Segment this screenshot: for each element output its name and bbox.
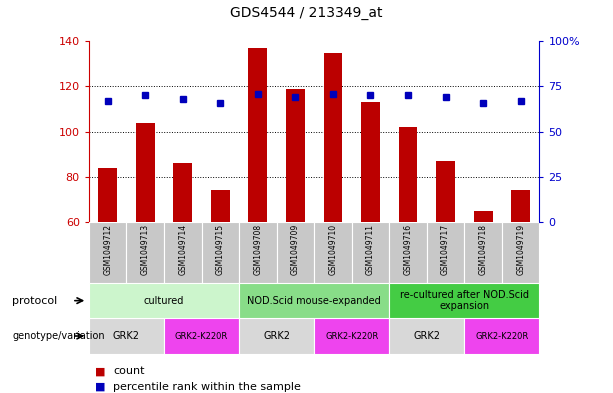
- Bar: [389, 318, 465, 354]
- Bar: [465, 222, 502, 283]
- Text: GSM1049718: GSM1049718: [479, 224, 487, 275]
- Bar: [164, 318, 239, 354]
- Bar: [286, 89, 305, 222]
- Text: GSM1049719: GSM1049719: [516, 224, 525, 275]
- Bar: [502, 222, 539, 283]
- Text: GRK2-K220R: GRK2-K220R: [175, 332, 228, 340]
- Bar: [164, 222, 202, 283]
- Text: GSM1049709: GSM1049709: [291, 224, 300, 275]
- Text: cultured: cultured: [144, 296, 184, 306]
- Text: count: count: [113, 366, 145, 376]
- Text: GRK2-K220R: GRK2-K220R: [325, 332, 378, 340]
- Bar: [239, 318, 314, 354]
- Bar: [173, 163, 192, 222]
- Bar: [398, 127, 417, 222]
- Text: GDS4544 / 213349_at: GDS4544 / 213349_at: [230, 6, 383, 20]
- Bar: [361, 102, 380, 222]
- Text: percentile rank within the sample: percentile rank within the sample: [113, 382, 301, 392]
- Text: GRK2-K220R: GRK2-K220R: [475, 332, 528, 340]
- Text: GSM1049717: GSM1049717: [441, 224, 450, 275]
- Bar: [89, 222, 126, 283]
- Bar: [427, 222, 465, 283]
- Text: GSM1049712: GSM1049712: [103, 224, 112, 275]
- Text: GSM1049715: GSM1049715: [216, 224, 225, 275]
- Bar: [511, 190, 530, 222]
- Text: GSM1049708: GSM1049708: [253, 224, 262, 275]
- Bar: [314, 318, 389, 354]
- Text: GSM1049710: GSM1049710: [329, 224, 337, 275]
- Bar: [324, 53, 342, 222]
- Bar: [98, 168, 117, 222]
- Text: re-cultured after NOD.Scid
expansion: re-cultured after NOD.Scid expansion: [400, 290, 529, 311]
- Bar: [89, 283, 239, 318]
- Text: genotype/variation: genotype/variation: [12, 331, 105, 341]
- Text: GSM1049714: GSM1049714: [178, 224, 187, 275]
- Bar: [211, 190, 230, 222]
- Bar: [126, 222, 164, 283]
- Text: GRK2: GRK2: [113, 331, 140, 341]
- Text: GSM1049711: GSM1049711: [366, 224, 375, 275]
- Bar: [474, 211, 492, 222]
- Text: ■: ■: [95, 382, 105, 392]
- Bar: [314, 222, 352, 283]
- Text: NOD.Scid mouse-expanded: NOD.Scid mouse-expanded: [247, 296, 381, 306]
- Bar: [389, 222, 427, 283]
- Bar: [202, 222, 239, 283]
- Bar: [389, 283, 539, 318]
- Bar: [89, 318, 164, 354]
- Bar: [436, 161, 455, 222]
- Bar: [239, 222, 276, 283]
- Text: protocol: protocol: [12, 296, 58, 306]
- Bar: [136, 123, 154, 222]
- Text: GSM1049713: GSM1049713: [141, 224, 150, 275]
- Text: GSM1049716: GSM1049716: [403, 224, 413, 275]
- Text: ■: ■: [95, 366, 105, 376]
- Bar: [239, 283, 389, 318]
- Text: GRK2: GRK2: [413, 331, 440, 341]
- Bar: [465, 318, 539, 354]
- Bar: [352, 222, 389, 283]
- Text: GRK2: GRK2: [263, 331, 290, 341]
- Bar: [248, 48, 267, 222]
- Bar: [276, 222, 314, 283]
